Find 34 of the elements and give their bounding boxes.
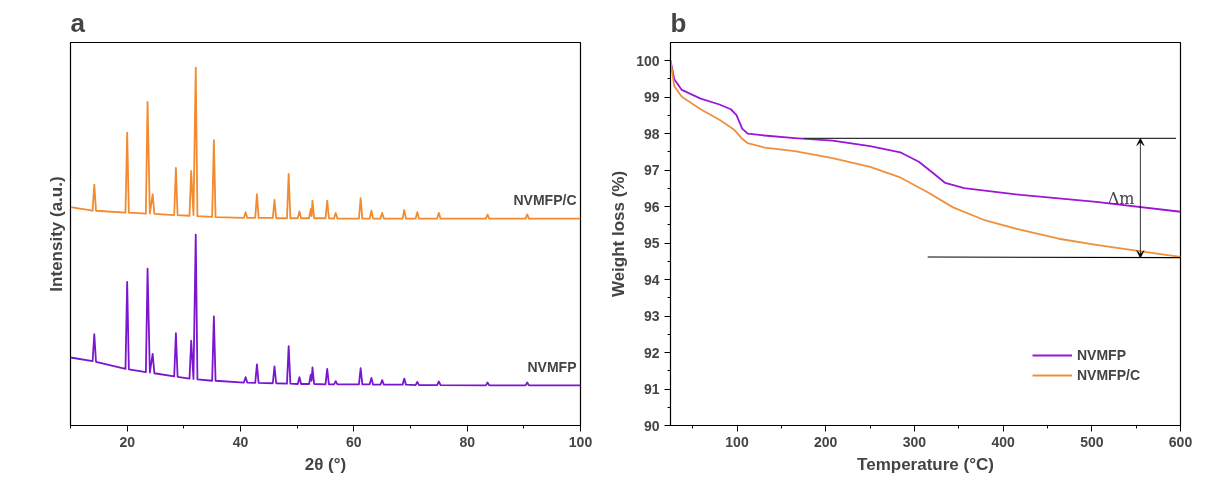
- y-tick-label: 100: [636, 52, 660, 69]
- y-tick-label: 98: [643, 125, 660, 142]
- x-tick-label: 20: [119, 433, 136, 450]
- x-tick-label: 200: [814, 433, 838, 450]
- x-tick-label: 60: [346, 433, 362, 450]
- legend-label: NVMFP: [1077, 347, 1126, 363]
- x-tick-label: 100: [568, 433, 593, 450]
- chart-title: a: [70, 7, 86, 38]
- series-label: NVMFP: [527, 358, 577, 375]
- x-tick-label: 600: [1168, 433, 1193, 450]
- y-axis-title: Weight loss (%): [609, 170, 629, 298]
- y-tick-label: 91: [643, 381, 660, 398]
- y-tick-label: 93: [643, 308, 660, 325]
- y-tick-label: 97: [643, 162, 660, 179]
- x-tick-label: 80: [459, 433, 476, 450]
- x-axis-title: Temperature (°C): [857, 454, 994, 474]
- y-tick-label: 95: [643, 235, 660, 252]
- x-tick-label: 300: [902, 433, 927, 450]
- x-axis-title: 2θ (°): [304, 454, 347, 474]
- series-label: NVMFP/C: [513, 191, 577, 208]
- y-tick-label: 99: [643, 89, 660, 106]
- chart-title: b: [670, 7, 687, 38]
- x-tick-label: 400: [991, 433, 1015, 450]
- annotation: Δm: [1107, 188, 1135, 208]
- x-tick-label: 40: [232, 433, 249, 450]
- y-tick-label: 94: [643, 271, 660, 288]
- y-axis-title: Intensity (a.u.): [46, 176, 66, 292]
- x-tick-label: 100: [725, 433, 749, 450]
- y-tick-label: 90: [643, 417, 660, 434]
- x-tick-label: 500: [1080, 433, 1104, 450]
- line-series: [670, 59, 1181, 258]
- y-tick-label: 96: [643, 198, 660, 215]
- y-tick-label: 92: [643, 344, 660, 361]
- legend-label: NVMFP/C: [1077, 367, 1140, 383]
